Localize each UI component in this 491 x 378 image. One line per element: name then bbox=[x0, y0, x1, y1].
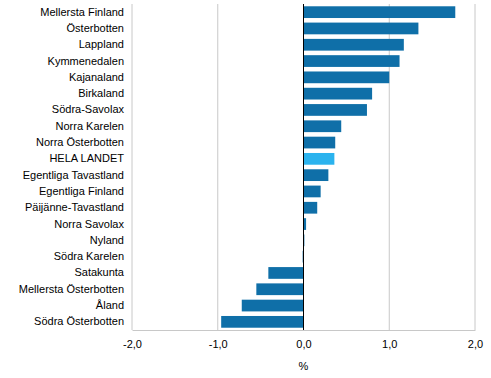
category-tick: Birkaland bbox=[78, 87, 124, 99]
category-label: Egentliga Finland bbox=[39, 185, 124, 197]
category-tick: Södra Österbotten bbox=[34, 315, 124, 327]
bar bbox=[268, 267, 303, 279]
category-label: Satakunta bbox=[74, 266, 124, 278]
category-label: Södra Karelen bbox=[54, 250, 124, 262]
category-tick: Österbotten bbox=[67, 22, 124, 34]
grid-line bbox=[475, 4, 476, 330]
category-tick: Päijänne-Tavastland bbox=[25, 201, 124, 213]
category-tick: Satakunta bbox=[74, 266, 124, 278]
tick: 2,0 bbox=[468, 330, 483, 350]
grid-line bbox=[217, 4, 218, 330]
x-axis-title: % bbox=[299, 360, 309, 372]
bar bbox=[256, 283, 303, 295]
zero-line bbox=[303, 4, 304, 330]
grid bbox=[132, 4, 475, 330]
tick-label: 2,0 bbox=[468, 338, 483, 350]
category-label: Lappland bbox=[79, 38, 124, 50]
bars bbox=[221, 6, 455, 327]
category-label: Kymmenedalen bbox=[48, 55, 124, 67]
bar bbox=[304, 104, 367, 116]
tick-label: 1,0 bbox=[382, 338, 397, 350]
category-tick: Lappland bbox=[79, 38, 124, 50]
plot: -2,0 -1,0 0,0 1,0 2,0 Mellersta Finland Österb… bbox=[19, 4, 483, 350]
bar bbox=[221, 316, 303, 328]
bar bbox=[304, 55, 400, 67]
bar bbox=[304, 120, 342, 132]
category-label: Päijänne-Tavastland bbox=[25, 201, 124, 213]
bar bbox=[304, 23, 419, 35]
category-tick: Norra Karelen bbox=[56, 120, 124, 132]
bar bbox=[304, 169, 329, 181]
tick: -2,0 bbox=[123, 330, 142, 350]
tick: -1,0 bbox=[209, 330, 228, 350]
zero-line bbox=[303, 4, 304, 330]
category-tick: Södra Karelen bbox=[54, 250, 124, 262]
category-label: HELA LANDET bbox=[49, 152, 124, 164]
bar bbox=[304, 153, 335, 165]
tick-label: -1,0 bbox=[209, 338, 228, 350]
category-tick: HELA LANDET bbox=[49, 152, 124, 164]
grid-line bbox=[132, 4, 133, 330]
bar bbox=[304, 6, 456, 18]
grid-line bbox=[389, 4, 390, 330]
bar bbox=[304, 39, 404, 51]
bar bbox=[304, 202, 318, 214]
category-label: Södra Österbotten bbox=[34, 315, 124, 327]
tick-label: -2,0 bbox=[123, 338, 142, 350]
category-tick: Egentliga Finland bbox=[39, 185, 124, 197]
category-label: Mellersta Finland bbox=[40, 6, 124, 18]
category-label: Mellersta Österbotten bbox=[19, 283, 124, 295]
category-tick: Mellersta Finland bbox=[40, 6, 124, 18]
tick: 1,0 bbox=[382, 330, 397, 350]
category-label: Åland bbox=[96, 299, 124, 311]
bar bbox=[304, 71, 390, 83]
x-axis-line bbox=[133, 330, 476, 331]
category-label: Norra Karelen bbox=[56, 120, 124, 132]
bar bbox=[304, 137, 336, 149]
category-tick: Nyland bbox=[90, 234, 124, 246]
category-tick: Södra-Savolax bbox=[52, 103, 125, 115]
tick-label: 0,0 bbox=[296, 338, 311, 350]
y-axis: Mellersta Finland Österbotten Lappland Kymm… bbox=[19, 6, 125, 328]
bar bbox=[242, 300, 304, 312]
category-label: Österbotten bbox=[67, 22, 124, 34]
category-tick: Mellersta Österbotten bbox=[19, 283, 124, 295]
bar bbox=[304, 88, 373, 100]
chart: -2,0 -1,0 0,0 1,0 2,0 Mellersta Finland Österb… bbox=[0, 0, 491, 378]
category-label: Birkaland bbox=[78, 87, 124, 99]
category-tick: Åland bbox=[96, 299, 124, 311]
category-label: Egentliga Tavastland bbox=[23, 169, 124, 181]
category-label: Kajanaland bbox=[69, 71, 124, 83]
category-tick: Egentliga Tavastland bbox=[23, 169, 124, 181]
category-tick: Kymmenedalen bbox=[48, 55, 124, 67]
category-tick: Kajanaland bbox=[69, 71, 124, 83]
category-label: Norra Österbotten bbox=[36, 136, 124, 148]
category-label: Södra-Savolax bbox=[52, 103, 125, 115]
tick: 0,0 bbox=[296, 330, 311, 350]
bar bbox=[304, 186, 321, 198]
category-label: Nyland bbox=[90, 234, 124, 246]
category-tick: Norra Österbotten bbox=[36, 136, 124, 148]
category-label: Norra Savolax bbox=[54, 218, 124, 230]
category-tick: Norra Savolax bbox=[54, 218, 124, 230]
x-axis: -2,0 -1,0 0,0 1,0 2,0 bbox=[123, 330, 483, 350]
